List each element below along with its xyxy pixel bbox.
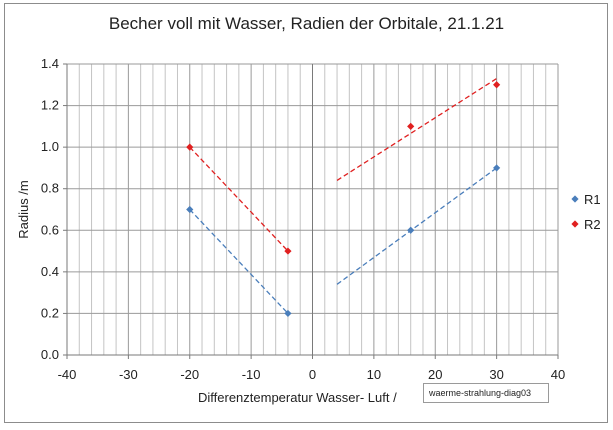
trendline-r2 bbox=[336, 78, 497, 181]
chart-title: Becher voll mit Wasser, Radien der Orbit… bbox=[108, 14, 505, 33]
y-tick-label: 0.8 bbox=[41, 181, 59, 196]
data-point-r1 bbox=[493, 164, 501, 172]
x-tick-label: -20 bbox=[180, 367, 199, 382]
x-axis-title: Differenztemperatur Wasser- Luft / bbox=[198, 390, 397, 405]
data-point-r1 bbox=[407, 226, 415, 234]
tick-labels: 0.0 0.2 0.4 0.6 0.8 1.0 1.2 1.4 -40 -30 -20 -10 0 10 2… bbox=[41, 56, 565, 382]
x-tick-label: -40 bbox=[58, 367, 77, 382]
chart-frame bbox=[4, 3, 608, 423]
data-point-r1 bbox=[284, 309, 292, 318]
image-tag-box: waerme-strahlung-diag03 bbox=[423, 383, 549, 403]
x-tick-label: 20 bbox=[428, 367, 442, 382]
x-tick-label: -10 bbox=[242, 367, 261, 382]
x-tick-label: 0 bbox=[309, 367, 316, 382]
y-tick-label: 1.4 bbox=[41, 56, 59, 71]
data-point-r1 bbox=[186, 205, 194, 214]
data-point-r2 bbox=[186, 143, 194, 151]
x-tick-label: -30 bbox=[119, 367, 138, 382]
x-tick-label: 10 bbox=[367, 367, 381, 382]
trendline-r1 bbox=[336, 167, 498, 285]
y-axis-title: Radius /m bbox=[16, 180, 31, 239]
legend-marker-r2 bbox=[571, 220, 579, 228]
legend: R1 R2 bbox=[571, 192, 601, 232]
trendlines bbox=[189, 78, 498, 314]
y-tick-label: 0.4 bbox=[41, 264, 59, 279]
y-tick-label: 1.2 bbox=[41, 98, 59, 113]
legend-label-r1: R1 bbox=[584, 192, 601, 207]
y-tick-label: 0.2 bbox=[41, 305, 59, 320]
y-tick-label: 0.6 bbox=[41, 222, 59, 237]
x-tick-label: 30 bbox=[489, 367, 503, 382]
axes bbox=[63, 63, 559, 359]
legend-label-r2: R2 bbox=[584, 217, 601, 232]
y-tick-label: 1.0 bbox=[41, 139, 59, 154]
data-point-r2 bbox=[284, 247, 292, 255]
legend-marker-r1 bbox=[571, 195, 579, 203]
data-points bbox=[186, 81, 501, 318]
data-point-r2 bbox=[407, 122, 415, 130]
x-tick-label: 40 bbox=[551, 367, 565, 382]
y-tick-label: 0.0 bbox=[41, 347, 59, 362]
data-point-r2 bbox=[493, 81, 501, 89]
